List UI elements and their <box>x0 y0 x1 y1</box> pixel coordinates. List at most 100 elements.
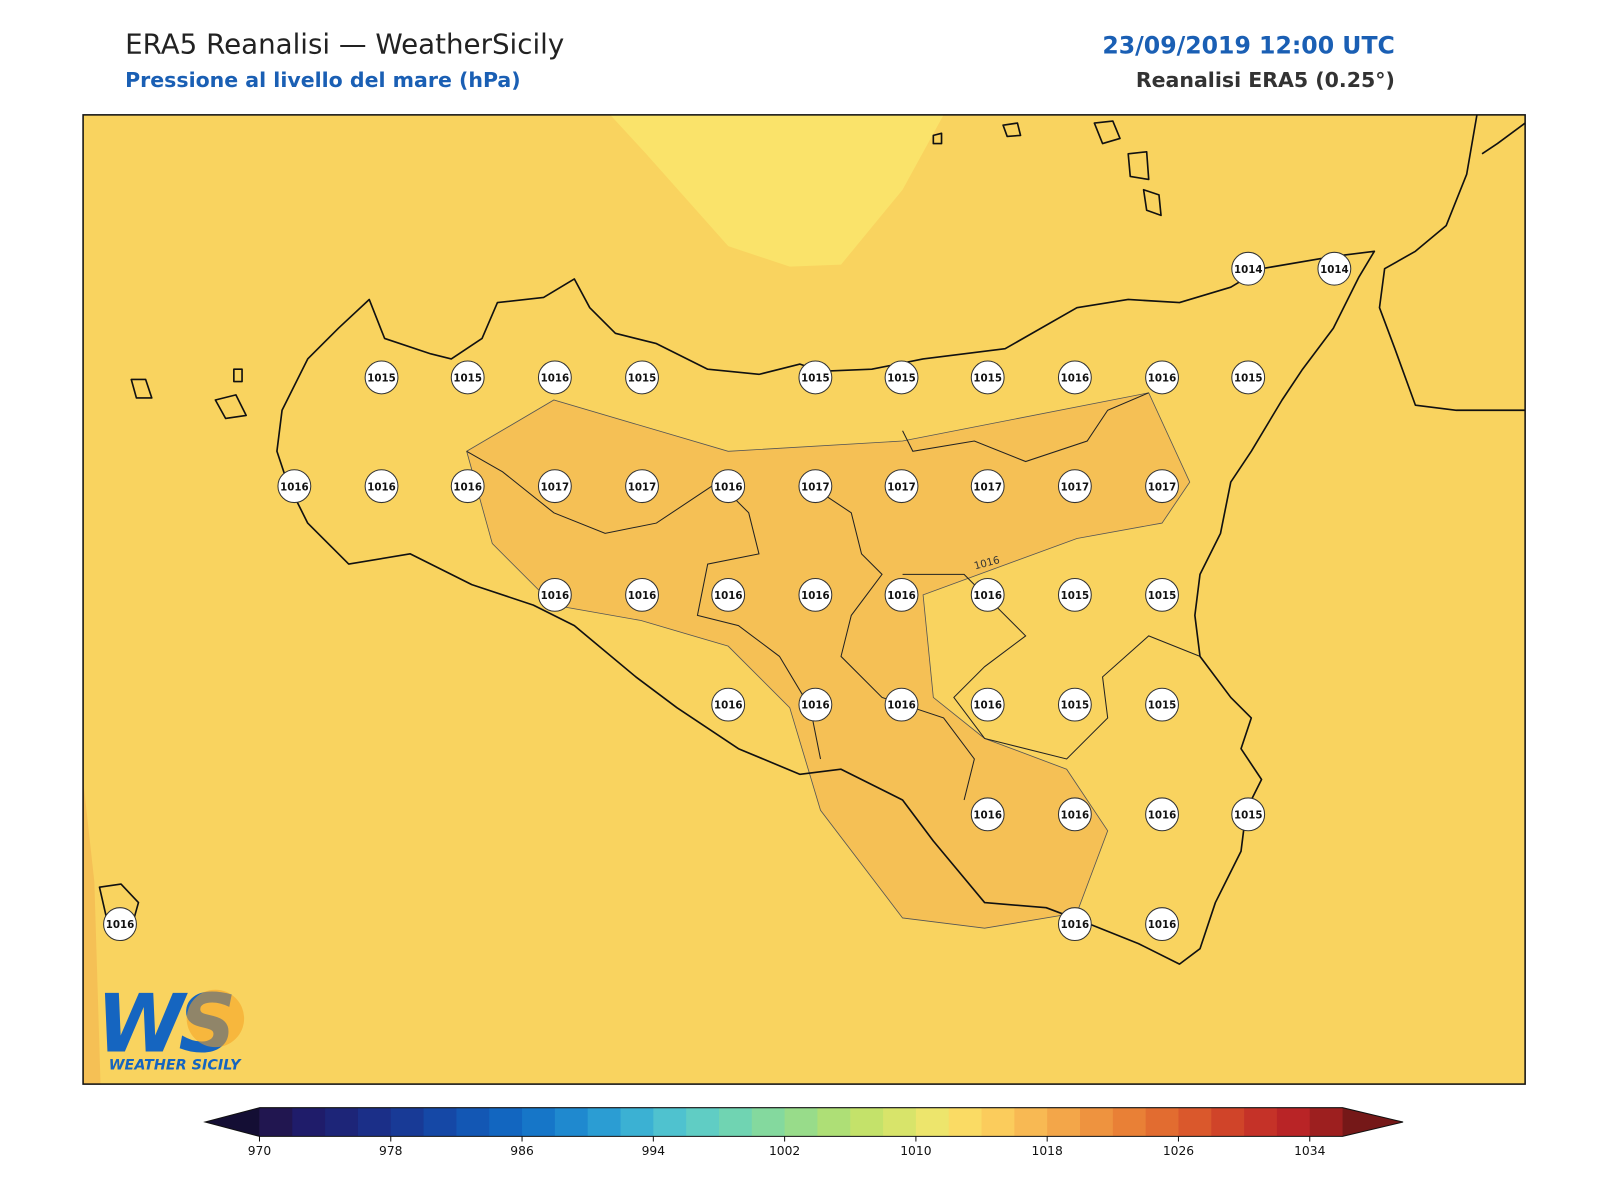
colorbar-bin <box>489 1107 523 1137</box>
station-marker <box>364 469 399 504</box>
colorbar-bin <box>554 1107 589 1137</box>
station-value: 1017 <box>628 481 657 493</box>
station-value: 1016 <box>973 700 1002 712</box>
station-value: 1016 <box>280 481 309 493</box>
station-value: 1015 <box>1061 590 1090 602</box>
station-marker <box>884 360 919 395</box>
colorbar-bin <box>915 1107 950 1137</box>
station-value: 1016 <box>801 590 830 602</box>
station-value: 1015 <box>1234 373 1263 385</box>
station-marker <box>970 360 1005 395</box>
colorbar-bin <box>1112 1107 1147 1137</box>
source: Reanalisi ERA5 (0.25°) <box>1136 68 1395 92</box>
colorbar-bin <box>292 1107 326 1137</box>
station-value: 1017 <box>973 481 1002 493</box>
station-marker <box>625 577 659 612</box>
station-marker <box>798 360 833 395</box>
station-value: 1016 <box>714 700 743 712</box>
station-value: 1015 <box>1061 700 1090 712</box>
map-frame <box>82 114 1526 1085</box>
colorbar-tick-label: 978 <box>379 1144 402 1158</box>
colorbar-bin <box>784 1107 818 1137</box>
stations: 1014 1014 1015 1015 1016 1015 1015 1015 1015 1016… <box>103 251 1352 942</box>
station-value: 1016 <box>367 481 396 493</box>
colorbar-over <box>1342 1107 1404 1137</box>
station-marker <box>1231 797 1266 832</box>
colorbar-outline <box>203 1107 1404 1137</box>
station-value: 1015 <box>453 373 482 385</box>
station-marker <box>1145 797 1179 832</box>
colorbar-tick-label: 1026 <box>1163 1144 1194 1158</box>
station-value: 1016 <box>714 481 743 493</box>
station-marker <box>537 360 572 395</box>
colorbar-bin <box>325 1107 359 1137</box>
coastline <box>276 250 1376 965</box>
pressure-band <box>610 114 944 267</box>
station-value: 1016 <box>1148 919 1177 931</box>
pressure-band <box>83 779 101 1085</box>
station-marker <box>1231 251 1266 286</box>
colorbar-tick-label: 986 <box>510 1144 534 1158</box>
station-value: 1015 <box>1148 590 1177 602</box>
colorbar-bin <box>1309 1107 1344 1137</box>
station-marker <box>970 577 1005 612</box>
station-marker <box>798 577 833 612</box>
colorbar-bin <box>357 1107 392 1137</box>
colorbar-bin <box>522 1107 556 1137</box>
station-value: 1016 <box>887 700 916 712</box>
station-marker <box>970 469 1005 504</box>
logo: WS WEATHER SICILY <box>96 977 245 1074</box>
logo-sun <box>186 989 245 1048</box>
colorbar-bin <box>1178 1107 1212 1137</box>
colorbar-bin <box>817 1107 851 1137</box>
station-value: 1016 <box>1061 809 1090 821</box>
station-value: 1015 <box>801 373 830 385</box>
station-value: 1015 <box>973 373 1002 385</box>
province-border <box>466 392 1201 801</box>
station-value: 1016 <box>973 809 1002 821</box>
station-value: 1016 <box>973 590 1002 602</box>
station-marker <box>884 577 919 612</box>
title: ERA5 Reanalisi — WeatherSicily <box>125 27 564 60</box>
colorbar-bin <box>653 1107 687 1137</box>
station-marker <box>1057 360 1092 395</box>
colorbar-bin <box>948 1107 983 1137</box>
station-value: 1015 <box>1148 700 1177 712</box>
colorbar: 970 978 986 994 1002 1010 1018 1026 1034 <box>203 1107 1404 1158</box>
station-marker <box>711 687 746 722</box>
station-marker <box>970 797 1005 832</box>
station-marker <box>798 469 833 504</box>
station-value: 1014 <box>1234 264 1263 276</box>
station-value: 1017 <box>887 481 916 493</box>
station-marker <box>711 577 746 612</box>
colorbar-bin <box>981 1107 1015 1137</box>
station-value: 1017 <box>1148 481 1177 493</box>
station-value: 1017 <box>801 481 830 493</box>
station-marker <box>970 687 1005 722</box>
station-value: 1016 <box>1148 373 1177 385</box>
colorbar-tick-label: 1034 <box>1294 1144 1325 1158</box>
colorbar-bin <box>259 1107 293 1137</box>
station-marker <box>277 469 312 504</box>
colorbar-tick-label: 1018 <box>1032 1144 1063 1158</box>
colorbar-tick-label: 1010 <box>900 1144 931 1158</box>
colorbar-bin <box>1014 1107 1048 1137</box>
colorbar-bin <box>1276 1107 1311 1137</box>
colorbar-bin <box>850 1107 884 1137</box>
station-marker <box>1145 687 1179 722</box>
date: 23/09/2019 12:00 UTC <box>1102 31 1394 59</box>
station-value: 1015 <box>887 373 916 385</box>
station-value: 1016 <box>541 590 570 602</box>
colorbar-bin <box>686 1107 720 1137</box>
station-marker <box>537 577 572 612</box>
colorbar-under <box>205 1107 260 1137</box>
station-marker <box>1057 907 1092 942</box>
station-value: 1016 <box>541 373 570 385</box>
station-marker <box>1057 797 1092 832</box>
station-marker <box>450 360 485 395</box>
colorbar-bin <box>1244 1107 1278 1137</box>
station-marker <box>1317 251 1352 286</box>
station-marker <box>625 360 659 395</box>
station-marker <box>1057 469 1092 504</box>
station-marker <box>625 469 659 504</box>
